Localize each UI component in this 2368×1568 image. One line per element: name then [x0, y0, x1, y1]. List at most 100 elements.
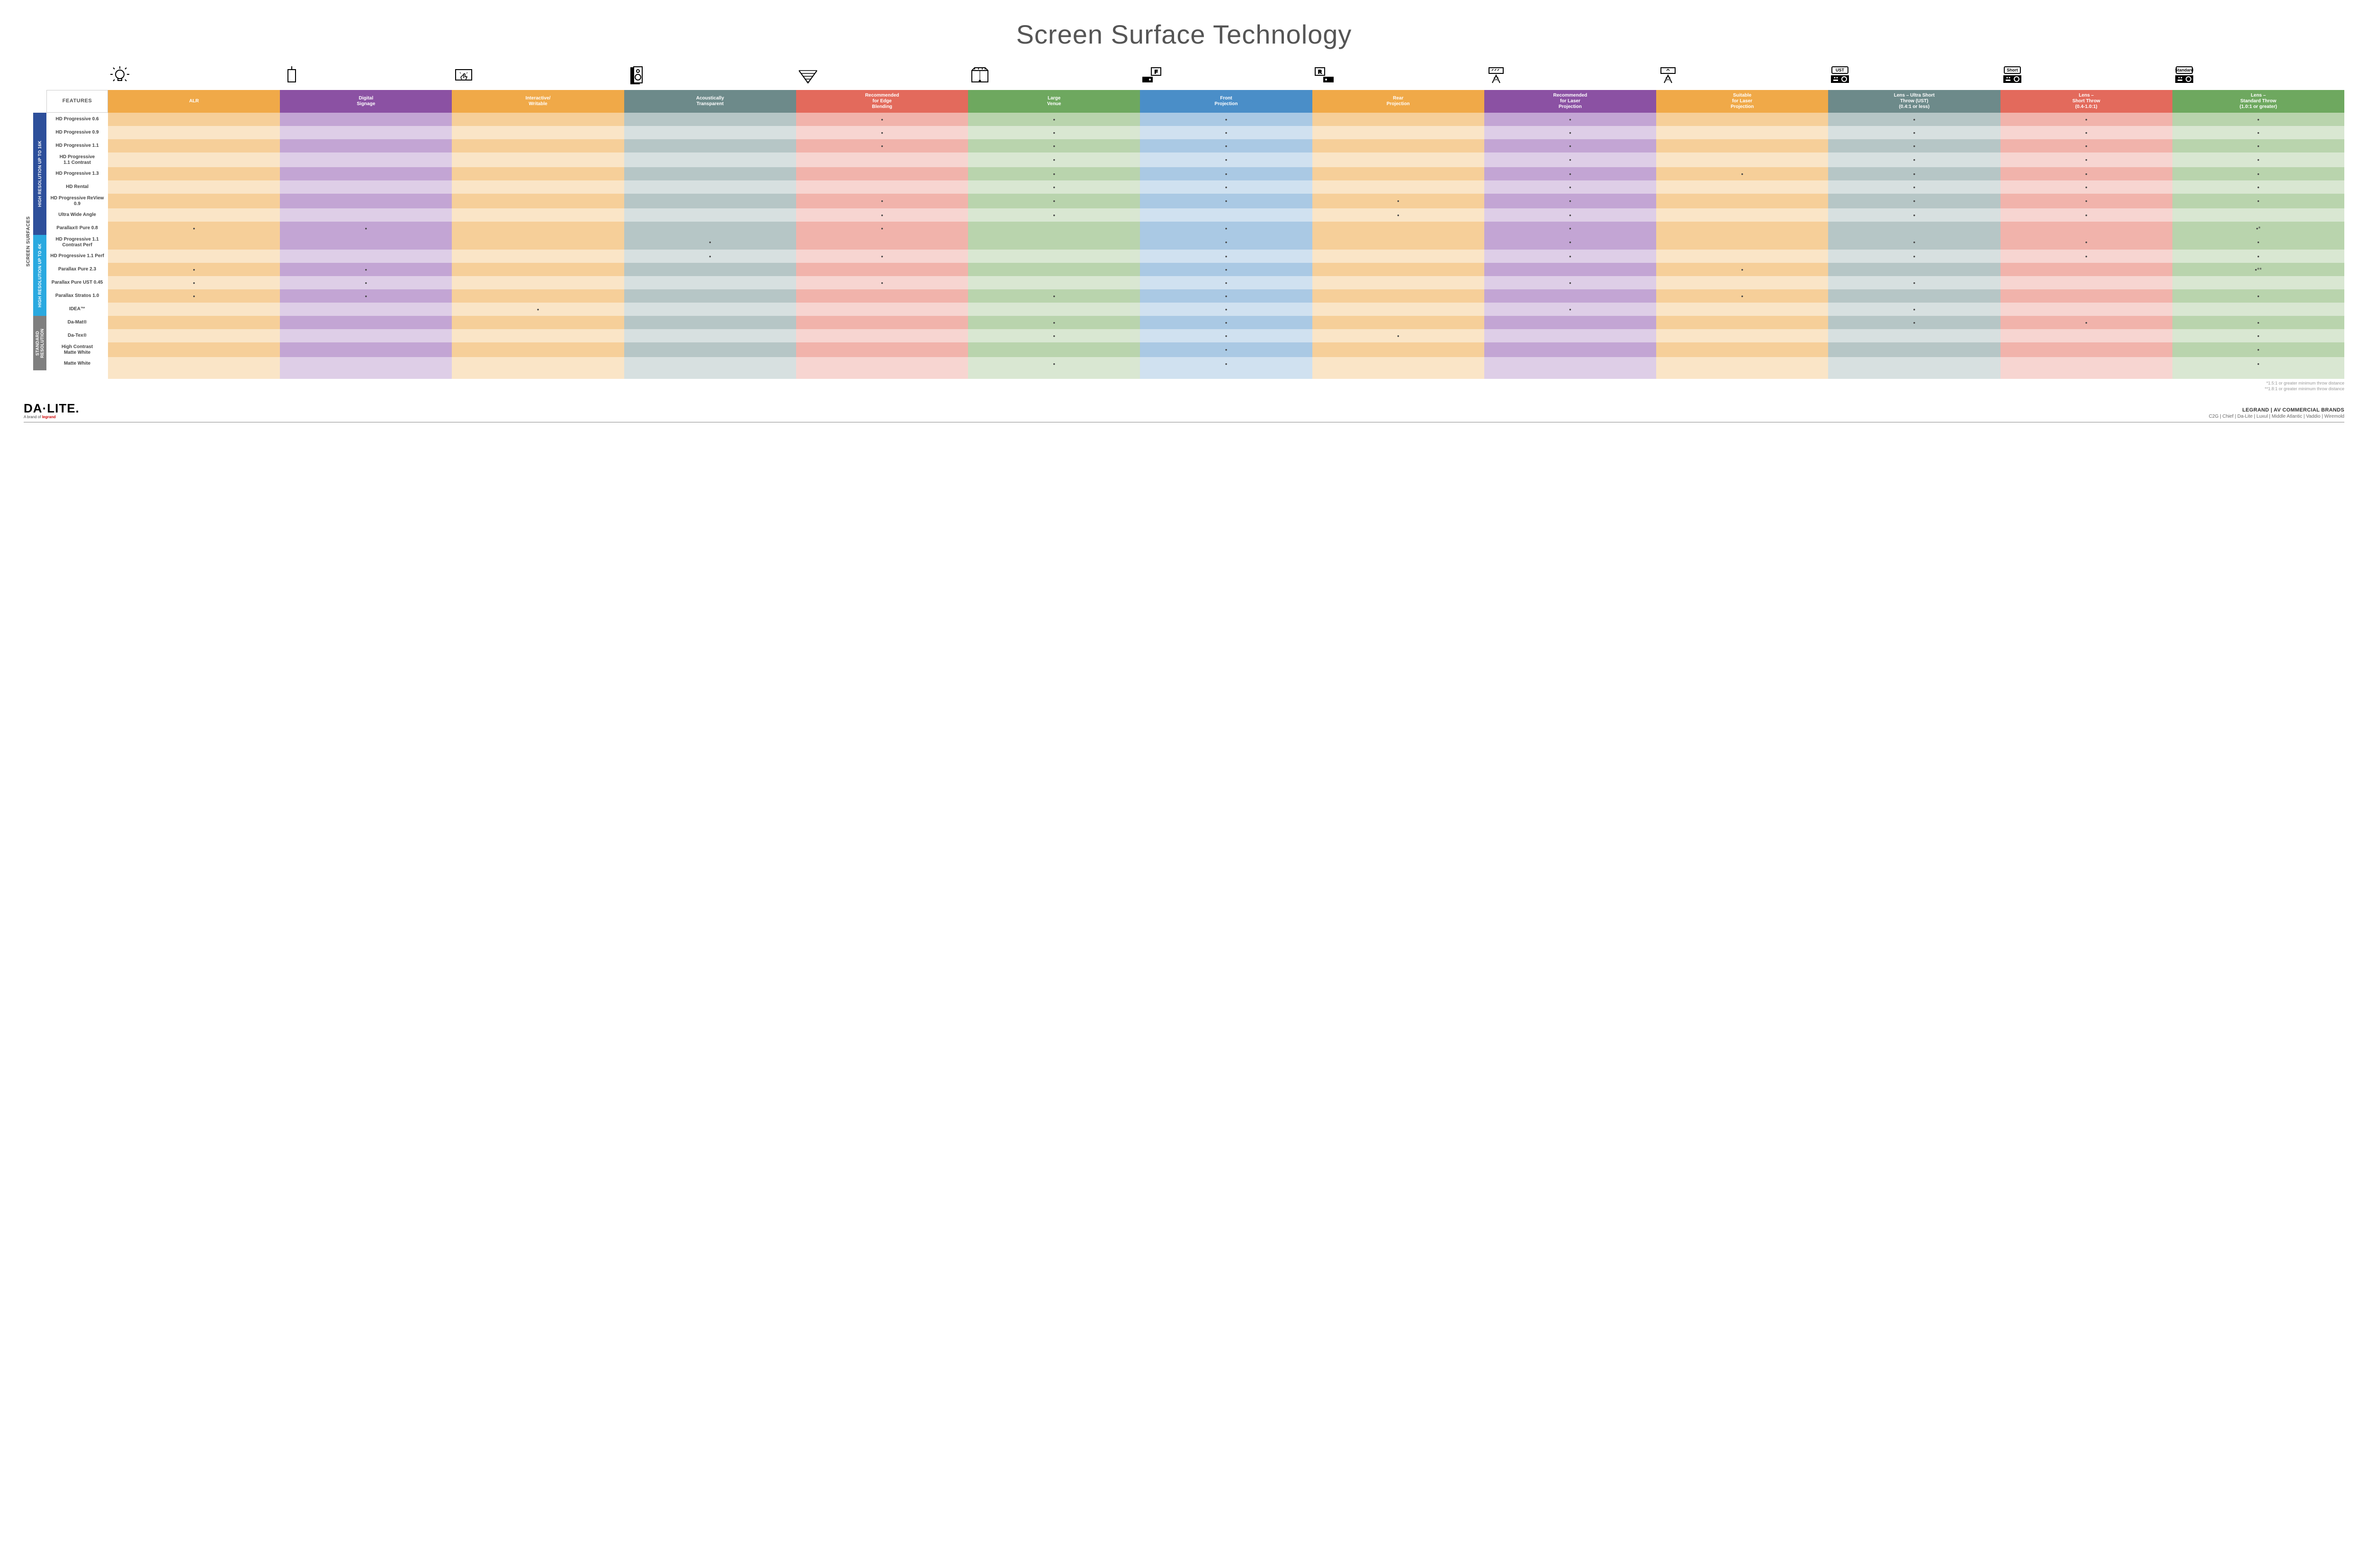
- cell: [280, 303, 452, 316]
- cell: [280, 167, 452, 180]
- cell: •: [280, 276, 452, 289]
- cell: •: [968, 194, 1140, 208]
- cell: •: [968, 126, 1140, 139]
- row-label: HD Progressive 1.1Contrast Perf: [46, 235, 108, 250]
- cell: [452, 263, 624, 276]
- cell: [452, 139, 624, 152]
- cell: [1312, 289, 1484, 303]
- cell: [1484, 316, 1656, 329]
- cell: [968, 276, 1140, 289]
- column-icon-ust: UST: [1828, 64, 2000, 90]
- cell: [452, 194, 624, 208]
- cell: [108, 152, 280, 167]
- cell: [1484, 329, 1656, 342]
- column-icon-reclaser: [1484, 64, 1656, 90]
- cell-empty: [1828, 370, 2000, 379]
- cell-empty: [2000, 370, 2172, 379]
- cell: [452, 357, 624, 370]
- cell: •: [1828, 316, 2000, 329]
- cell: [452, 126, 624, 139]
- cell: [624, 329, 796, 342]
- cell: •: [1484, 152, 1656, 167]
- cell: [624, 289, 796, 303]
- cell: •: [1484, 235, 1656, 250]
- cell: •: [624, 250, 796, 263]
- cell-empty: [108, 370, 280, 379]
- cell: [452, 113, 624, 126]
- cell: [280, 139, 452, 152]
- row-label: High ContrastMatte White: [46, 342, 108, 357]
- cell: •: [1140, 357, 1312, 370]
- cell: [968, 342, 1140, 357]
- column-icon-alr: [108, 64, 280, 90]
- cell: •: [280, 263, 452, 276]
- cell: [796, 342, 968, 357]
- column-icon-suitlaser: [1656, 64, 1828, 90]
- cell: •: [796, 208, 968, 222]
- cell: [280, 235, 452, 250]
- cell: [108, 303, 280, 316]
- cell: •: [2172, 139, 2344, 152]
- cell: •: [1140, 235, 1312, 250]
- column-header-suitlaser: Suitablefor LaserProjection: [1656, 90, 1828, 113]
- cell: [108, 194, 280, 208]
- cell: •: [1828, 303, 2000, 316]
- cell: [1312, 342, 1484, 357]
- cell: •: [1140, 329, 1312, 342]
- row-label: Parallax® Pure 0.8: [46, 222, 108, 235]
- cell: [1312, 235, 1484, 250]
- cell: •: [1828, 167, 2000, 180]
- cell: •: [1484, 222, 1656, 235]
- cell: •: [796, 113, 968, 126]
- cell: [452, 235, 624, 250]
- cell: [1656, 276, 1828, 289]
- cell: [796, 180, 968, 194]
- cell: •: [2000, 208, 2172, 222]
- cell: [280, 208, 452, 222]
- cell: [624, 303, 796, 316]
- cell: [624, 113, 796, 126]
- cell: [1656, 250, 1828, 263]
- cell: [968, 235, 1140, 250]
- cell: [280, 152, 452, 167]
- cell: •: [2172, 113, 2344, 126]
- cell: •: [1140, 263, 1312, 276]
- cell: [796, 167, 968, 180]
- cell: •: [624, 235, 796, 250]
- category-stdres: STANDARDRESOLUTION: [33, 316, 46, 370]
- cell: [1828, 263, 2000, 276]
- cell: [1656, 113, 1828, 126]
- cell: •: [968, 329, 1140, 342]
- cell: •: [796, 126, 968, 139]
- cell: •: [2172, 235, 2344, 250]
- features-header: FEATURES: [46, 90, 108, 113]
- cell: •: [2172, 126, 2344, 139]
- column-icon-front: F: [1140, 64, 1312, 90]
- cell-empty: [1140, 370, 1312, 379]
- cell: •: [1484, 167, 1656, 180]
- cell: [1312, 139, 1484, 152]
- cell: •: [2000, 194, 2172, 208]
- cell: [2000, 222, 2172, 235]
- cell: [108, 180, 280, 194]
- cell: •: [108, 263, 280, 276]
- cell: •: [1828, 194, 2000, 208]
- cell: [280, 329, 452, 342]
- cell: [1312, 126, 1484, 139]
- cell: [1312, 250, 1484, 263]
- brand-list: LEGRAND | AV COMMERCIAL BRANDS C2G | Chi…: [2209, 407, 2344, 419]
- row-label: HD Progressive1.1 Contrast: [46, 152, 108, 167]
- cell: •: [968, 180, 1140, 194]
- cell: [1828, 329, 2000, 342]
- cell: [1656, 152, 1828, 167]
- cell: •: [968, 289, 1140, 303]
- cell: •: [1656, 263, 1828, 276]
- cell: •: [1828, 250, 2000, 263]
- cell: [1656, 194, 1828, 208]
- row-label: HD Progressive 1.3: [46, 167, 108, 180]
- row-label: Da-Tex®: [46, 329, 108, 342]
- cell: [1484, 289, 1656, 303]
- column-header-reclaser: Recommendedfor LaserProjection: [1484, 90, 1656, 113]
- cell: •: [968, 113, 1140, 126]
- row-label: HD Progressive ReView 0.9: [46, 194, 108, 208]
